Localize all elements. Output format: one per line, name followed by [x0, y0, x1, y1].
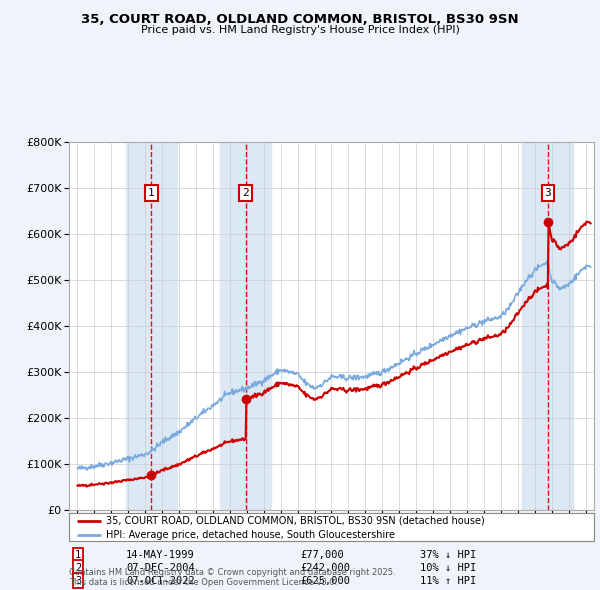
Bar — [126, 142, 177, 510]
Text: £625,000: £625,000 — [300, 576, 350, 585]
Text: 11% ↑ HPI: 11% ↑ HPI — [420, 576, 476, 585]
Text: 07-OCT-2022: 07-OCT-2022 — [126, 576, 195, 585]
Bar — [523, 142, 573, 510]
Text: 3: 3 — [75, 576, 81, 585]
Bar — [220, 142, 271, 510]
Text: Contains HM Land Registry data © Crown copyright and database right 2025.
This d: Contains HM Land Registry data © Crown c… — [69, 568, 395, 587]
Text: 14-MAY-1999: 14-MAY-1999 — [126, 550, 195, 559]
Text: 2: 2 — [75, 563, 81, 572]
Text: 37% ↓ HPI: 37% ↓ HPI — [420, 550, 476, 559]
Text: 1: 1 — [148, 188, 155, 198]
Text: 3: 3 — [544, 188, 551, 198]
Text: £77,000: £77,000 — [300, 550, 344, 559]
Text: 2: 2 — [242, 188, 249, 198]
Text: £242,000: £242,000 — [300, 563, 350, 572]
Text: 35, COURT ROAD, OLDLAND COMMON, BRISTOL, BS30 9SN: 35, COURT ROAD, OLDLAND COMMON, BRISTOL,… — [81, 13, 519, 26]
Text: 35, COURT ROAD, OLDLAND COMMON, BRISTOL, BS30 9SN (detached house): 35, COURT ROAD, OLDLAND COMMON, BRISTOL,… — [106, 516, 485, 526]
Text: Price paid vs. HM Land Registry's House Price Index (HPI): Price paid vs. HM Land Registry's House … — [140, 25, 460, 35]
Text: 07-DEC-2004: 07-DEC-2004 — [126, 563, 195, 572]
Text: 10% ↓ HPI: 10% ↓ HPI — [420, 563, 476, 572]
Text: HPI: Average price, detached house, South Gloucestershire: HPI: Average price, detached house, Sout… — [106, 530, 395, 540]
Text: 1: 1 — [75, 550, 81, 559]
